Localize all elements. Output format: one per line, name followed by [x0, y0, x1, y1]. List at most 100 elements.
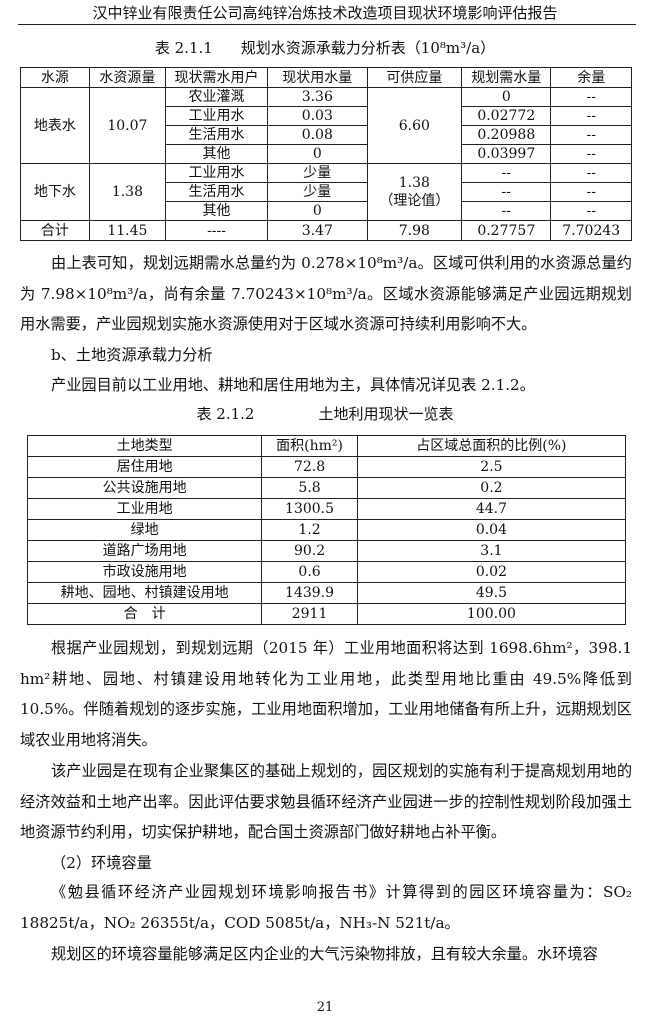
table-cell: --	[461, 201, 552, 221]
table-cell: 7.70243	[550, 220, 632, 241]
table-cell: --	[461, 163, 552, 183]
table-cell: 地表水	[20, 87, 90, 164]
table1-number: 表 2.1.1	[154, 39, 213, 57]
table-cell: 0	[461, 87, 552, 107]
table-cell: 居住用地	[26, 456, 263, 478]
table-cell: 绿地	[26, 519, 263, 541]
table-cell: 工业用水	[164, 106, 269, 126]
table1-title: 规划水资源承载力分析表（10⁸m³/a）	[240, 39, 496, 57]
table-cell: 生活用水	[164, 125, 269, 145]
supply-value: 1.38	[398, 175, 430, 191]
table-cell: 市政设施用地	[26, 561, 263, 583]
table-cell: --	[550, 87, 632, 107]
header-rule	[18, 24, 636, 25]
supply-value: 6.60	[398, 117, 430, 134]
table-cell: 可供应量	[366, 67, 463, 88]
table-cell: 0.27757	[461, 220, 552, 241]
table-cell: 1.38	[88, 163, 167, 221]
table-cell: 6.60	[366, 87, 463, 164]
table-cell: 2.5	[356, 456, 627, 478]
table-cell: 5.8	[261, 477, 358, 499]
table-cell: --	[550, 106, 632, 126]
table-cell: 11.45	[88, 220, 167, 241]
table-cell: 水源	[20, 67, 90, 88]
table-cell: --	[550, 201, 632, 221]
table-cell: --	[550, 182, 632, 202]
table-cell: --	[550, 125, 632, 145]
table-cell: 农业灌溉	[164, 87, 269, 107]
running-header: 汉中锌业有限责任公司高纯锌冶炼技术改造项目现状环境影响评估报告	[92, 4, 558, 22]
table-cell: 工业用地	[26, 498, 263, 520]
table-cell: 0.6	[261, 561, 358, 583]
table-cell: 0.20988	[461, 125, 552, 145]
table-cell: 地下水	[20, 163, 90, 221]
table-cell: 土地类型	[26, 435, 263, 457]
table-cell: 7.98	[366, 220, 463, 241]
land-use-table: 土地类型 面积(hm²) 占区域总面积的比例(%) 居住用地 72.8 2.5 公共设施用地…	[26, 435, 627, 625]
table-cell: 0.08	[267, 125, 368, 145]
table-cell: 72.8	[261, 456, 358, 478]
paragraph-water-summary: 由上表可知，规划远期需水总量约为 0.278×10⁸m³/a。区域可供利用的水资…	[20, 254, 632, 334]
table-cell: 44.7	[356, 498, 627, 520]
table-row: 耕地、园地、村镇建设用地 1439.9 49.5	[26, 582, 627, 604]
table-cell: 0.03997	[461, 144, 552, 164]
table-row: 合 计 2911 100.00	[26, 603, 627, 625]
table-cell: 0.04	[356, 519, 627, 541]
table-cell: 余量	[550, 67, 632, 88]
table-cell: 生活用水	[164, 182, 269, 202]
table-cell: 0.02772	[461, 106, 552, 126]
table-cell: 道路广场用地	[26, 540, 263, 562]
table-cell: --	[461, 182, 552, 202]
table2-caption: 表 2.1.2 土地利用现状一览表	[0, 403, 650, 424]
table2-title: 土地利用现状一览表	[318, 405, 454, 423]
table-cell: 合 计	[26, 603, 263, 625]
table-row: 工业用地 1300.5 44.7	[26, 498, 627, 520]
table-cell: 90.2	[261, 540, 358, 562]
table-cell: ----	[164, 220, 269, 241]
water-resource-table: 水源 水资源量 现状需水用户 现状用水量 可供应量 规划需水量 余量 地表水 10.07 农业灌溉…	[20, 67, 632, 241]
table-cell: 3.1	[356, 540, 627, 562]
table-cell: 0	[267, 144, 368, 164]
table-row: 其他 0 0.03997 --	[21, 144, 632, 164]
paragraph-land-planning: 根据产业园规划，到规划远期（2015 年）工业用地面积将达到 1698.6hm²…	[20, 639, 632, 749]
table-row: 其他 0 -- --	[21, 201, 632, 221]
table-cell: 少量	[267, 182, 368, 202]
table-row: 地下水 1.38 工业用水 少量 1.38 （理论值） -- --	[20, 163, 632, 221]
table-cell: 工业用水	[164, 163, 269, 183]
table-cell: 公共设施用地	[26, 477, 263, 499]
table-cell: 合计	[20, 220, 90, 241]
paragraph-land-intro: 产业园目前以工业用地、耕地和居住用地为主，具体情况详见表 2.1.2。	[51, 376, 535, 394]
table-cell: 2911	[261, 603, 358, 625]
table-cell: 0.2	[356, 477, 627, 499]
supply-note: （理论值）	[379, 193, 450, 209]
table-row: 市政设施用地 0.6 0.02	[26, 561, 627, 583]
table-cell: 49.5	[356, 582, 627, 604]
table-cell: 100.00	[356, 603, 627, 625]
table-row: 土地类型 面积(hm²) 占区域总面积的比例(%)	[26, 435, 627, 457]
heading-environmental-capacity: （2）环境容量	[51, 854, 152, 872]
paragraph-capacity-conclusion: 规划区的环境容量能够满足区内企业的大气污染物排放，且有较大余量。水环境容	[51, 945, 598, 963]
table-row: 合计 11.45 ---- 3.47 7.98 0.27757 7.70243	[20, 220, 632, 241]
paragraph-capacity-values: 《勉县循环经济产业园规划环境影响报告书》计算得到的园区环境容量为：SO₂ 188…	[20, 883, 632, 932]
table-cell: 水资源量	[88, 67, 167, 88]
table-row: 道路广场用地 90.2 3.1	[26, 540, 627, 562]
paragraph-land-efficiency: 该产业园是在现有企业聚集区的基础上规划的，园区规划的实施有利于提高规划用地的经济…	[20, 762, 632, 842]
table-cell: 占区域总面积的比例(%)	[356, 435, 627, 457]
table-cell: 10.07	[88, 87, 167, 164]
table-cell: 3.36	[267, 87, 368, 107]
table-cell: 现状用水量	[267, 67, 368, 88]
table-cell: 规划需水量	[461, 67, 552, 88]
table-row: 水源 水资源量 现状需水用户 现状用水量 可供应量 规划需水量 余量	[20, 67, 632, 88]
table-cell: 1439.9	[261, 582, 358, 604]
table-cell: 0.03	[267, 106, 368, 126]
table-cell: 少量	[267, 163, 368, 183]
table-cell: 0.02	[356, 561, 627, 583]
table-cell: 0	[267, 201, 368, 221]
table-cell: 面积(hm²)	[261, 435, 358, 457]
table-cell: --	[550, 144, 632, 164]
table-row: 地表水 10.07 农业灌溉 3.36 6.60 0 --	[20, 87, 632, 164]
heading-land-resource: b、土地资源承载力分析	[51, 346, 213, 364]
table-cell: 现状需水用户	[164, 67, 269, 88]
table-cell: 其他	[164, 144, 269, 164]
